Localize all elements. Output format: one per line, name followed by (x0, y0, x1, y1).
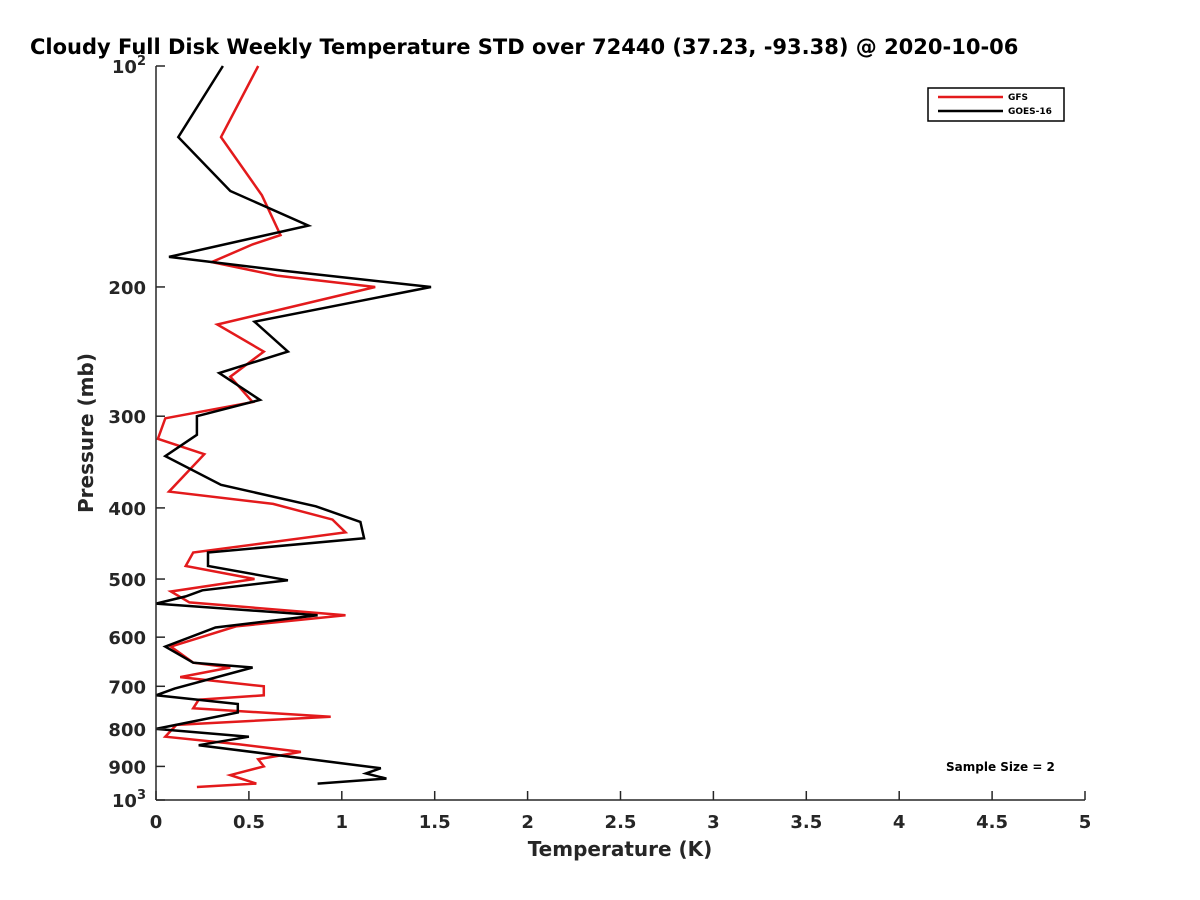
y-tick-label: 600 (108, 628, 146, 649)
x-tick-label: 4 (893, 812, 906, 833)
chart-title: Cloudy Full Disk Weekly Temperature STD … (30, 35, 1018, 59)
x-tick-label: 0.5 (233, 812, 265, 833)
x-tick-label: 4.5 (976, 812, 1008, 833)
x-ticks: 0 0.5 1 1.5 2 2.5 3 3.5 4 4.5 5 (150, 791, 1092, 833)
x-tick-label: 3.5 (790, 812, 822, 833)
y-tick-label: 200 (108, 278, 146, 299)
x-tick-label: 0 (150, 812, 163, 833)
legend-box (927, 87, 1065, 122)
plot-lines (155, 65, 432, 789)
x-tick-label: 1 (336, 812, 349, 833)
x-tick-label: 5 (1079, 812, 1092, 833)
y-ticks: 102 200 300 400 500 600 700 800 900 103 (108, 54, 165, 812)
y-tick-label: 500 (108, 570, 146, 591)
x-tick-label: 2.5 (605, 812, 637, 833)
y-tick-label: 700 (108, 677, 146, 698)
legend-label-goes16: GOES-16 (1008, 107, 1052, 117)
y-tick-label: 300 (108, 407, 146, 428)
series-line-goes16 (155, 65, 432, 785)
y-tick-label: 102 (112, 54, 146, 78)
sample-size-annotation: Sample Size = 2 (946, 760, 1055, 774)
y-tick-label: 800 (108, 720, 146, 741)
legend: GFS GOES-16 (927, 87, 1065, 122)
axes (155, 66, 1085, 801)
x-tick-label: 2 (521, 812, 534, 833)
x-tick-label: 1.5 (419, 812, 451, 833)
x-tick-label: 3 (707, 812, 720, 833)
y-tick-label: 103 (112, 788, 146, 812)
y-axis-title: Pressure (mb) (74, 353, 98, 513)
series-line-gfs (156, 65, 376, 789)
legend-label-gfs: GFS (1008, 93, 1028, 103)
y-tick-label: 400 (108, 499, 146, 520)
x-axis-title: Temperature (K) (528, 837, 713, 861)
y-tick-label: 900 (108, 757, 146, 778)
